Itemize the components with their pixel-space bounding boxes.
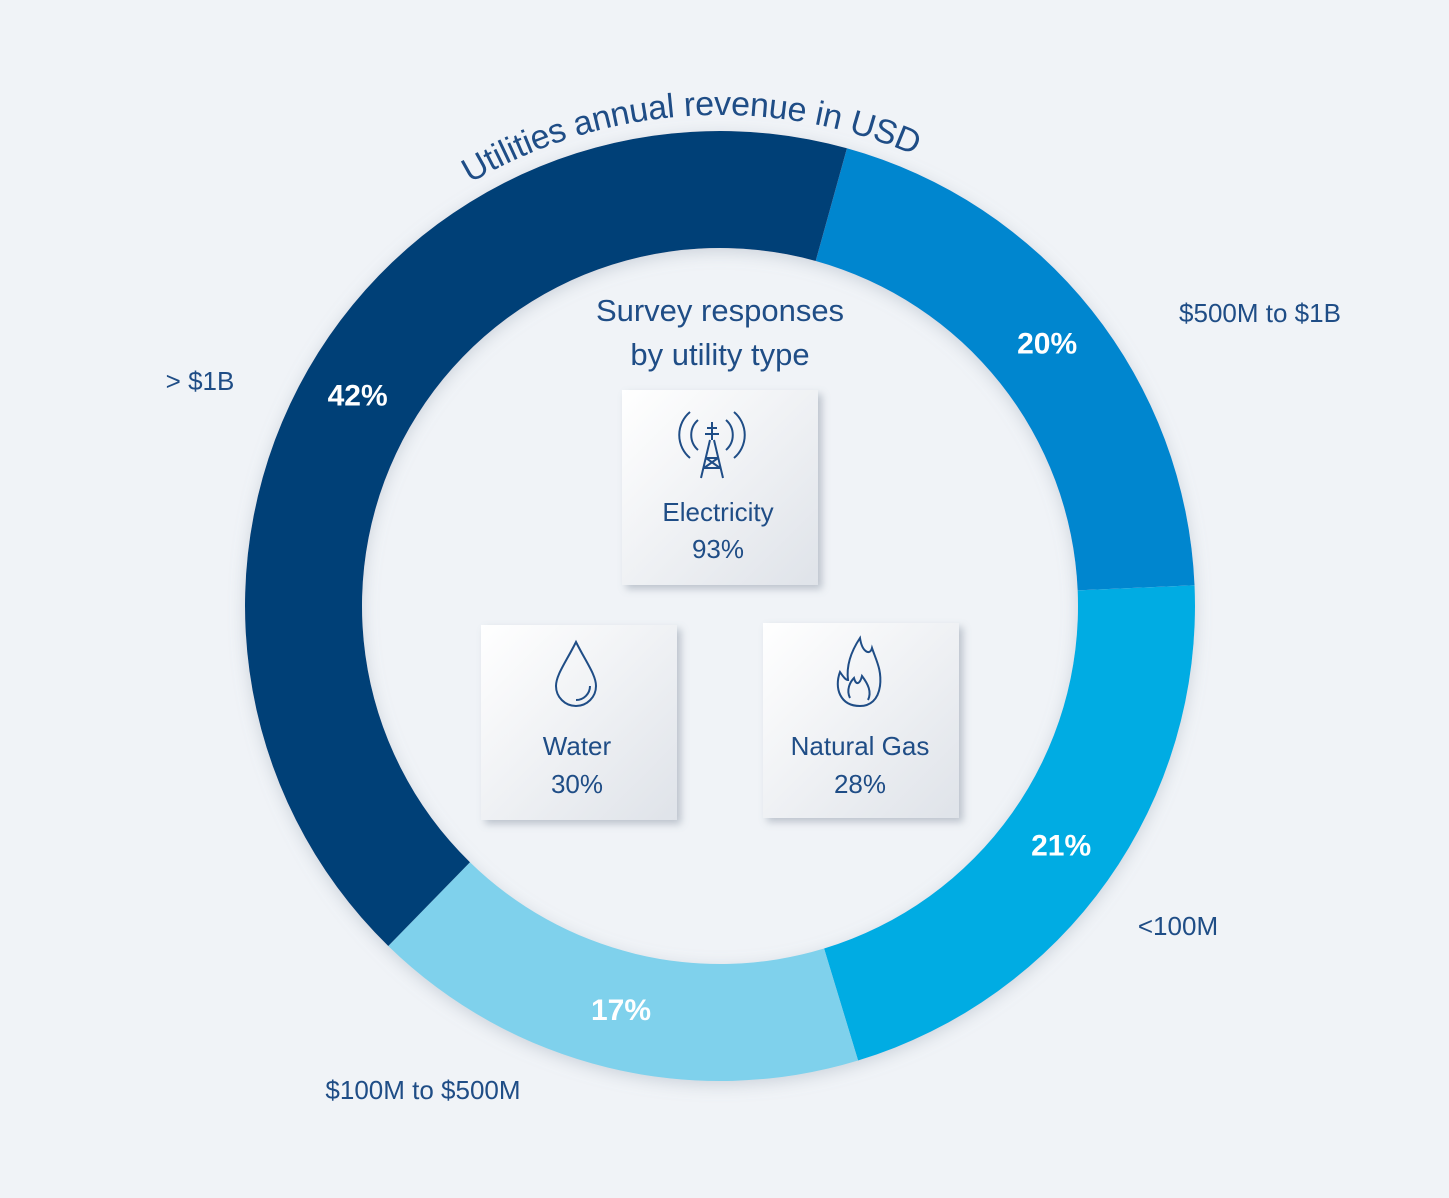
donut-segment xyxy=(245,130,847,946)
card-water: Water 30% xyxy=(481,625,677,820)
card-value: 30% xyxy=(551,769,603,799)
category-label: $500M to $1B xyxy=(1179,298,1341,328)
value-label: 17% xyxy=(591,994,651,1027)
card-value: 28% xyxy=(834,769,886,799)
value-label: 20% xyxy=(1017,328,1077,361)
icon-drop xyxy=(554,639,598,707)
card-name: Water xyxy=(543,731,612,761)
card-gas: Natural Gas 28% xyxy=(763,623,959,818)
category-label: $100M to $500M xyxy=(325,1075,520,1105)
icon-flame xyxy=(836,635,882,708)
survey-title: Survey responses xyxy=(596,293,844,328)
value-label: 42% xyxy=(328,380,388,413)
card xyxy=(763,623,959,818)
donut-segment xyxy=(388,862,859,1081)
card-electricity: Electricity 93% xyxy=(622,390,818,585)
card-value: 93% xyxy=(692,534,744,564)
icon-tower xyxy=(678,411,746,479)
category-label: <100M xyxy=(1138,911,1218,941)
donut-segment xyxy=(815,148,1195,591)
card-name: Electricity xyxy=(662,497,773,527)
donut-ring xyxy=(245,130,1195,1081)
card-name: Natural Gas xyxy=(791,731,930,761)
card xyxy=(622,390,818,585)
donut-segment xyxy=(824,585,1195,1061)
card xyxy=(481,625,677,820)
value-label: 21% xyxy=(1031,829,1091,862)
survey-title: by utility type xyxy=(630,337,809,372)
category-label: > $1B xyxy=(166,366,235,396)
